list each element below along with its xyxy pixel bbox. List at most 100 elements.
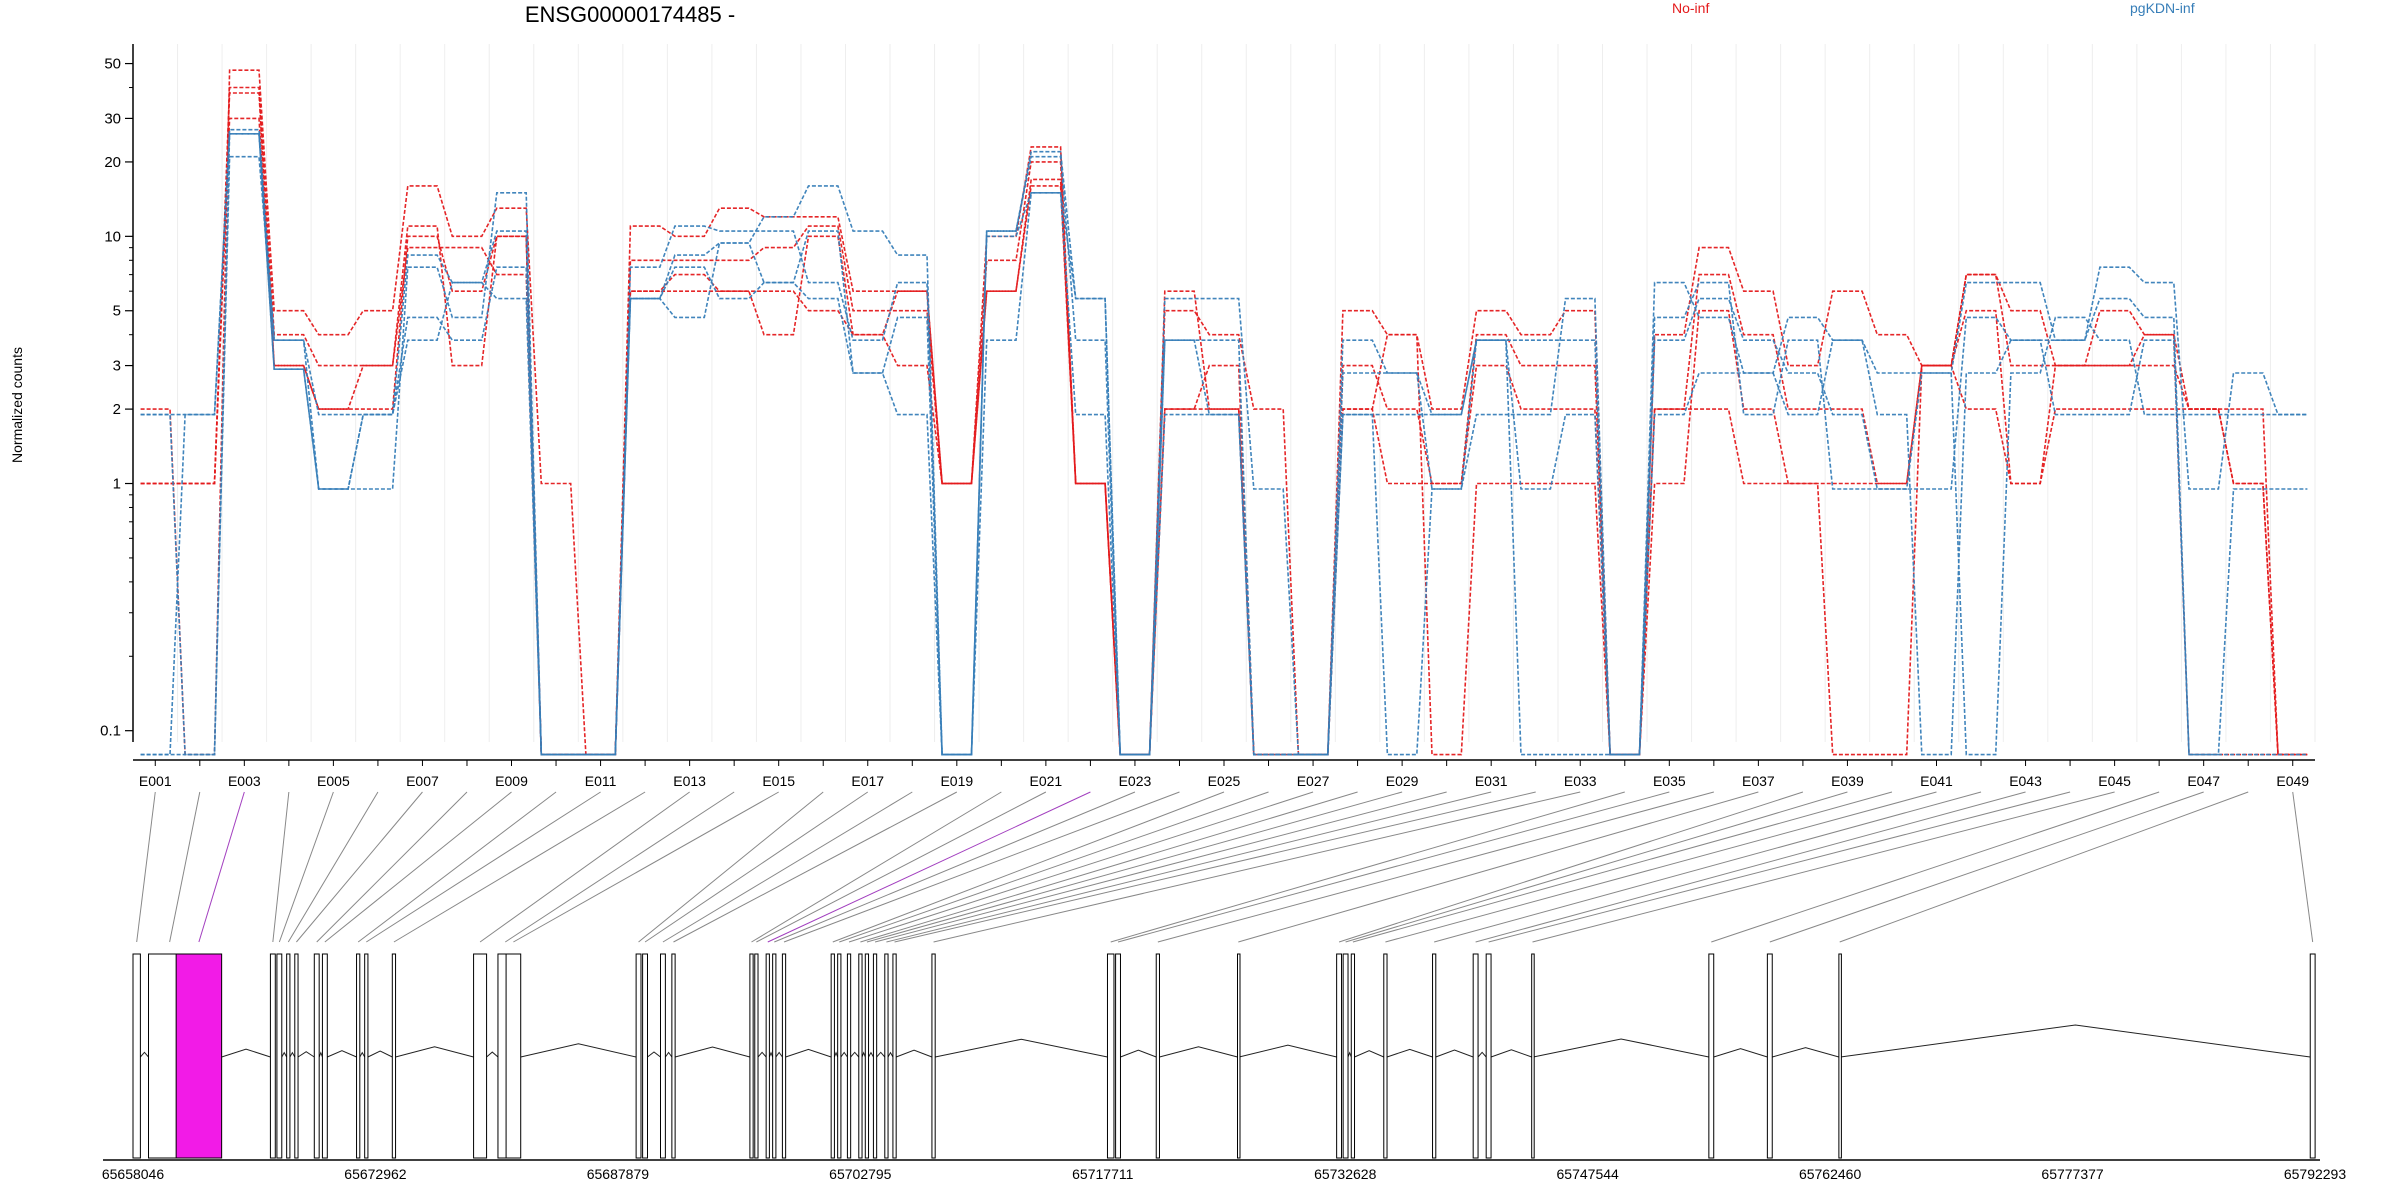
exon-box-e042 [1432, 953, 1437, 1159]
exon-box-e029 [864, 953, 870, 1159]
intron-line [1477, 1051, 1487, 1058]
intron-line [785, 1048, 832, 1058]
intron-line [935, 1038, 1108, 1058]
intron-line [757, 1051, 767, 1058]
exon-box-e018 [659, 953, 666, 1159]
connector-e027 [848, 791, 1314, 943]
exon-box-e012 [391, 953, 397, 1159]
connector-e018 [662, 791, 913, 943]
x-tick-label: E039 [1831, 773, 1864, 789]
coordinate-tick-label: 65672962 [344, 1166, 407, 1182]
exon-box-e019 [671, 953, 676, 1159]
exon-box-e013 [473, 953, 488, 1159]
connector-e003 [198, 791, 245, 943]
y-tick-label: 20 [104, 154, 121, 171]
exon-box-e010 [356, 953, 361, 1159]
exon-connector-lines [136, 791, 2314, 943]
x-tick-label: E021 [1030, 773, 1063, 789]
connector-e006 [287, 791, 379, 943]
connector-e043 [1475, 791, 2026, 943]
coordinate-tick-label: 65792293 [2284, 1166, 2347, 1182]
x-tick-label: E047 [2187, 773, 2220, 789]
connector-e025 [832, 791, 1225, 943]
connector-e044 [1488, 791, 2071, 943]
intron-line [486, 1051, 499, 1058]
intron-line [1490, 1049, 1532, 1058]
connector-e013 [479, 791, 690, 943]
exon-box-e023 [772, 953, 777, 1159]
x-tick-label: E003 [228, 773, 261, 789]
exon-box-e003 [175, 953, 223, 1159]
legend-entry-no-inf: No-inf [1672, 0, 1710, 16]
exon-box-e008 [313, 953, 320, 1159]
exon-box-e011 [364, 953, 369, 1159]
exon-box-e030 [872, 953, 878, 1159]
exon-box-e009 [321, 953, 328, 1159]
series-line-no-inf-1 [140, 86, 2308, 756]
exon-box-e048 [1838, 953, 1842, 1159]
exon-box-e025 [830, 953, 835, 1159]
y-tick-label: 50 [104, 56, 121, 73]
connector-e032 [894, 791, 1536, 943]
coordinate-tick-label: 65732628 [1314, 1166, 1377, 1182]
connector-e030 [874, 791, 1447, 943]
x-tick-label: E029 [1386, 773, 1419, 789]
connector-e038 [1338, 791, 1804, 943]
y-tick-label: 0.1 [100, 723, 121, 740]
exon-box-e024 [781, 953, 787, 1159]
exon-box-e038 [1336, 953, 1343, 1159]
connector-e035 [1117, 791, 1670, 943]
x-tick-label: E015 [762, 773, 795, 789]
exon-box-e026 [837, 953, 842, 1159]
x-tick-label: E001 [139, 773, 172, 789]
intron-line [1772, 1047, 1840, 1058]
x-tick-label: E023 [1119, 773, 1152, 789]
connector-e042 [1434, 791, 1982, 943]
chart-title: ENSG00000174485 - [524, 2, 736, 27]
series-line-pgkdn-inf-7 [140, 133, 2308, 756]
exon-box-e040 [1350, 953, 1356, 1159]
coordinate-tick-label: 65687879 [587, 1166, 650, 1182]
connector-e040 [1352, 791, 1893, 943]
intron-line [1435, 1049, 1474, 1058]
exon-box-e004 [269, 953, 276, 1159]
exon-box-e034 [1106, 953, 1115, 1159]
intron-line [221, 1048, 271, 1058]
exon-box-e020 [749, 953, 754, 1159]
intron-line [289, 1051, 296, 1058]
intron-line [520, 1043, 637, 1058]
y-tick-label: 5 [113, 303, 121, 320]
x-tick-label: E035 [1653, 773, 1686, 789]
connector-e001 [136, 791, 156, 943]
intron-line [140, 1051, 149, 1058]
gene-model-track: 65658046 65672962 65687879 65702795 65717711… [102, 953, 2347, 1182]
series-line-no-inf-2 [140, 92, 2308, 756]
exon-box-e032 [892, 953, 897, 1159]
x-tick-label: E033 [1564, 773, 1597, 789]
intron-line [1120, 1049, 1157, 1058]
exon-box-e046 [1708, 953, 1715, 1159]
connector-e039 [1345, 791, 1848, 943]
exon-box-e028 [858, 953, 863, 1159]
connector-e046 [1711, 791, 2160, 943]
x-tick-label: E027 [1297, 773, 1330, 789]
exon-box-e007 [294, 953, 299, 1159]
intron-line [297, 1051, 315, 1058]
x-tick-label: E011 [585, 773, 617, 789]
connector-e041 [1385, 791, 1937, 943]
connector-e009 [324, 791, 512, 943]
legend-entry-pgkdn-inf: pgKDN-inf [2130, 0, 2195, 16]
intron-line [840, 1051, 848, 1058]
connector-e026 [839, 791, 1269, 943]
intron-line [664, 1051, 673, 1058]
connector-e023 [774, 791, 1136, 943]
x-tick-label: E043 [2009, 773, 2042, 789]
connector-e036 [1157, 791, 1714, 943]
intron-line [861, 1051, 866, 1058]
coordinate-tick-label: 65717711 [1072, 1166, 1133, 1182]
y-tick-label: 3 [113, 358, 121, 375]
exon-box-e035 [1115, 953, 1121, 1159]
intron-line [768, 1051, 774, 1058]
exon-box-e027 [846, 953, 852, 1159]
